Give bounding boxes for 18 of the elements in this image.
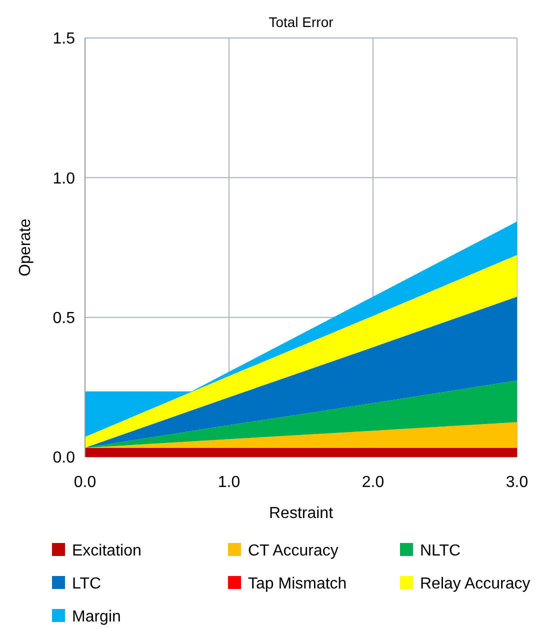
x-tick-label: 3.0 bbox=[506, 474, 528, 491]
x-axis-title: Restraint bbox=[268, 505, 334, 522]
x-tick-label: 1.0 bbox=[218, 474, 240, 491]
legend-label: Margin bbox=[72, 608, 121, 626]
y-tick-label: 1.5 bbox=[52, 30, 76, 48]
y-tick-label: 0.5 bbox=[52, 310, 76, 327]
legend-label: CT Accuracy bbox=[248, 542, 338, 560]
chart-title: Total Error bbox=[268, 14, 334, 30]
legend-label: Excitation bbox=[72, 542, 142, 560]
legend-label: NLTC bbox=[420, 542, 461, 560]
y-tick-label: 0.0 bbox=[52, 450, 76, 467]
x-tick-label: 0.0 bbox=[74, 474, 96, 491]
y-axis-title: Operate bbox=[17, 218, 34, 276]
legend-label: LTC bbox=[72, 576, 102, 593]
legend-label: Tap Mismatch bbox=[248, 576, 347, 593]
legend-label: Relay Accuracy bbox=[420, 576, 530, 593]
x-tick-label: 2.0 bbox=[362, 474, 384, 491]
y-tick-label: 1.0 bbox=[52, 170, 76, 188]
